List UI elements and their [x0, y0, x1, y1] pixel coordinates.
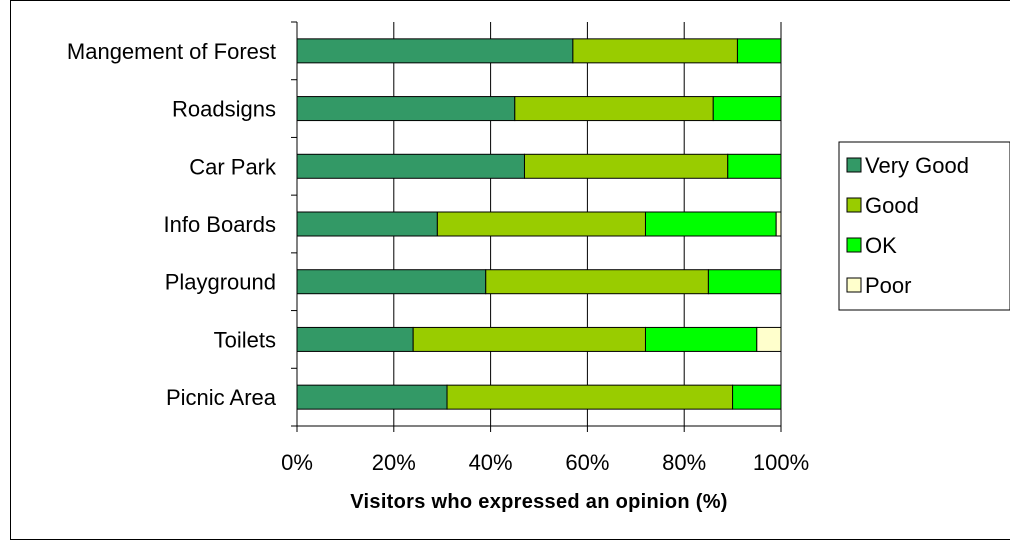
bar-toilets-ok [644, 326, 758, 352]
legend-swatch-good [846, 197, 862, 213]
bar-picnic-area-good [446, 384, 734, 410]
x-tick-label: 40% [469, 450, 513, 475]
bar-car-park-very-good [296, 153, 525, 179]
category-labels: Mangement of Forest Roadsigns Car Park Info… [67, 39, 277, 410]
bar-info-boards-very-good [296, 211, 438, 237]
legend-swatch-very-good [846, 157, 862, 173]
category-label-mangement-of-forest: Mangement of Forest [67, 39, 276, 64]
bar-mangement-of-forest-ok [736, 38, 782, 64]
bar-car-park-good [523, 153, 729, 179]
bar-picnic-area-ok [732, 384, 782, 410]
bar-playground-good [485, 269, 709, 295]
x-ticks: 0% 20% 40% 60% 80% 100% [281, 426, 809, 475]
category-label-playground: Playground [165, 270, 276, 295]
category-label-picnic-area: Picnic Area [166, 385, 277, 410]
category-label-info-boards: Info Boards [163, 212, 276, 237]
bars [296, 38, 782, 410]
legend-label-ok: OK [865, 233, 897, 258]
category-label-roadsigns: Roadsigns [172, 97, 276, 122]
legend-box [838, 141, 1010, 311]
bar-picnic-area-very-good [296, 384, 448, 410]
x-tick-label: 20% [372, 450, 416, 475]
x-axis-title: Visitors who expressed an opinion (%) [350, 491, 727, 513]
bar-info-boards-poor [775, 211, 782, 237]
legend-label-very-good: Very Good [865, 153, 969, 178]
bar-info-boards-good [436, 211, 646, 237]
x-tick-label: 100% [753, 450, 809, 475]
bar-mangement-of-forest-good [572, 38, 738, 64]
bar-toilets-good [412, 326, 646, 352]
legend-label-poor: Poor [865, 273, 911, 298]
legend-swatch-ok [846, 237, 862, 253]
category-label-car-park: Car Park [189, 154, 277, 179]
bar-toilets-poor [756, 326, 782, 352]
bar-playground-very-good [296, 269, 487, 295]
legend-swatch-poor [846, 277, 862, 293]
bar-roadsigns-ok [712, 96, 782, 122]
bar-car-park-ok [727, 153, 782, 179]
bar-mangement-of-forest-very-good [296, 38, 574, 64]
x-tick-label: 60% [565, 450, 609, 475]
legend: Very Good Good OK Poor [838, 141, 1010, 311]
x-tick-label: 0% [281, 450, 313, 475]
bar-roadsigns-very-good [296, 96, 516, 122]
bar-roadsigns-good [514, 96, 714, 122]
legend-label-good: Good [865, 193, 919, 218]
bar-playground-ok [707, 269, 782, 295]
axes [291, 21, 781, 427]
x-tick-label: 80% [662, 450, 706, 475]
bar-info-boards-ok [644, 211, 777, 237]
bar-toilets-very-good [296, 326, 414, 352]
category-label-toilets: Toilets [214, 327, 276, 352]
